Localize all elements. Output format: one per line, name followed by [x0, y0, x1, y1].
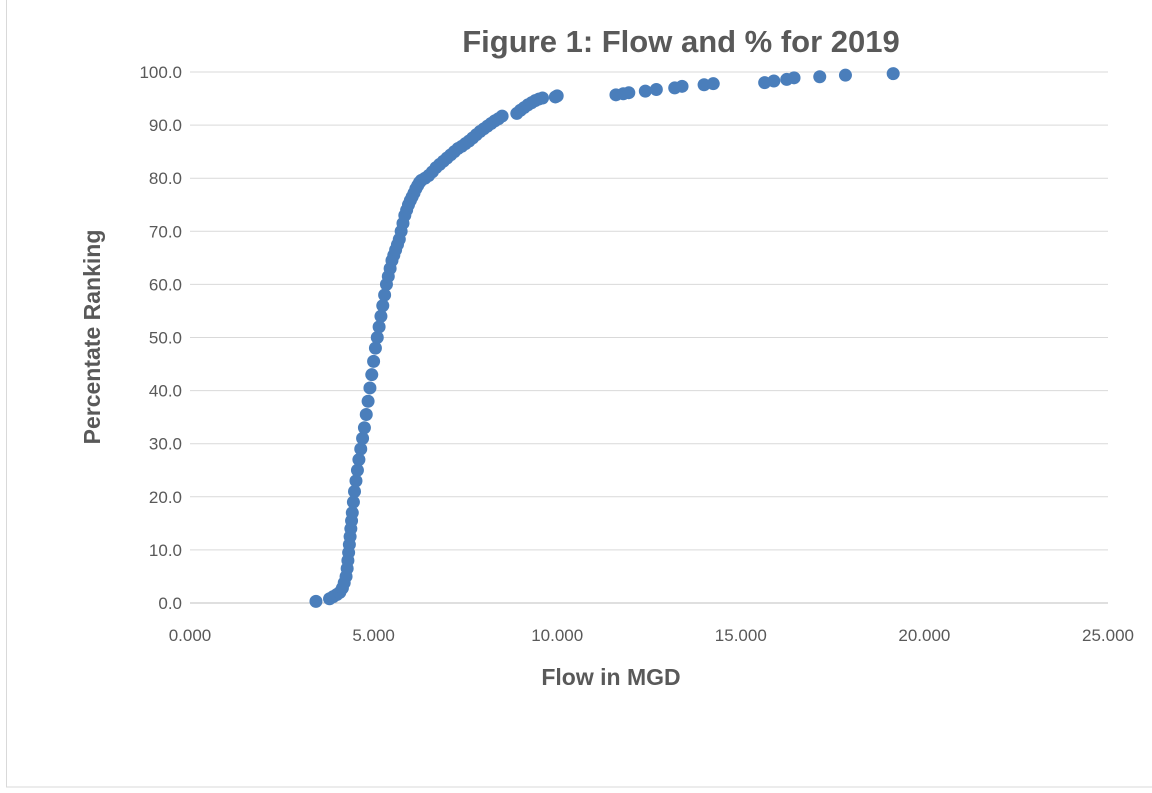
y-axis-title: Percentate Ranking	[79, 230, 105, 445]
data-point	[358, 421, 371, 434]
y-tick-label: 90.0	[149, 116, 182, 135]
data-point	[676, 80, 689, 93]
data-point	[365, 368, 378, 381]
data-point	[551, 89, 564, 102]
data-point	[496, 110, 509, 123]
data-point	[536, 92, 549, 105]
x-tick-label: 0.000	[169, 626, 212, 645]
y-tick-label: 20.0	[149, 488, 182, 507]
data-point	[839, 69, 852, 82]
y-tick-label: 50.0	[149, 329, 182, 348]
data-point	[767, 75, 780, 88]
x-tick-label: 25.000	[1082, 626, 1134, 645]
data-point	[360, 408, 373, 421]
data-point	[813, 70, 826, 83]
data-point	[363, 381, 376, 394]
data-point	[788, 71, 801, 84]
data-point	[639, 85, 652, 98]
x-tick-label: 5.000	[352, 626, 395, 645]
data-point	[367, 355, 380, 368]
data-point	[362, 395, 375, 408]
chart-title: Figure 1: Flow and % for 2019	[462, 24, 900, 59]
y-tick-label: 100.0	[139, 63, 182, 82]
x-tick-label: 15.000	[715, 626, 767, 645]
data-point	[650, 83, 663, 96]
data-point	[622, 86, 635, 99]
x-axis-title: Flow in MGD	[541, 664, 680, 690]
y-tick-label: 70.0	[149, 222, 182, 241]
data-point	[309, 595, 322, 608]
y-tick-label: 80.0	[149, 169, 182, 188]
x-tick-label: 10.000	[531, 626, 583, 645]
y-tick-label: 40.0	[149, 382, 182, 401]
x-tick-label: 20.000	[898, 626, 950, 645]
y-tick-label: 60.0	[149, 275, 182, 294]
data-point	[887, 67, 900, 80]
y-tick-label: 10.0	[149, 541, 182, 560]
y-tick-label: 30.0	[149, 435, 182, 454]
y-tick-label: 0.0	[158, 594, 182, 613]
data-point	[707, 77, 720, 90]
